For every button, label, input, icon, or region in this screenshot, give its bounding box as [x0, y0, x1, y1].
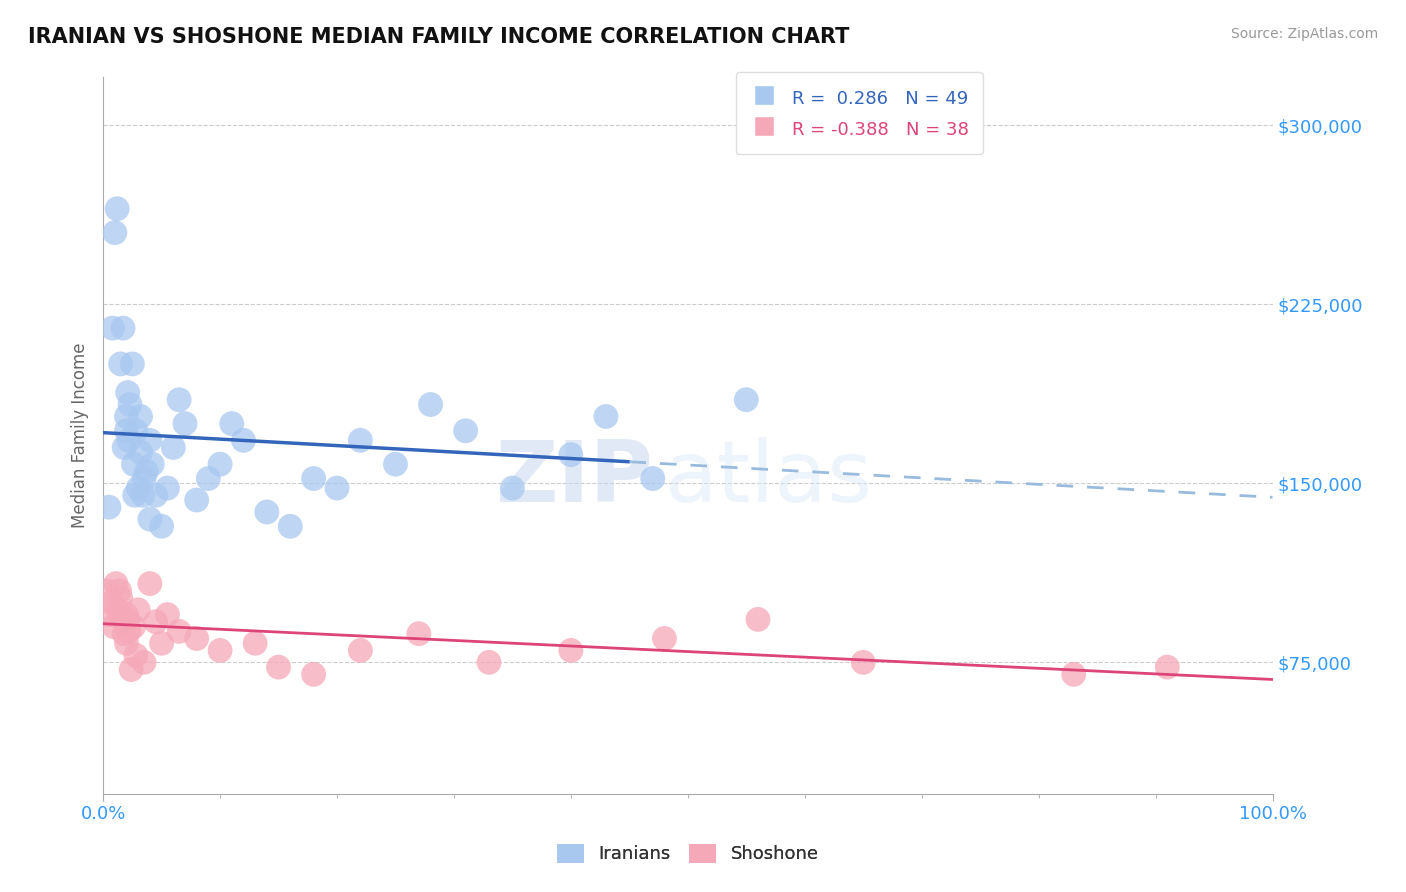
- Point: [145, 488, 167, 502]
- Point: [150, 636, 173, 650]
- Point: [408, 626, 430, 640]
- Point: [186, 493, 208, 508]
- Point: [115, 607, 138, 622]
- Point: [117, 612, 139, 626]
- Point: [111, 612, 134, 626]
- Point: [560, 643, 582, 657]
- Text: atlas: atlas: [665, 437, 873, 520]
- Point: [117, 385, 139, 400]
- Point: [302, 471, 325, 485]
- Point: [132, 488, 155, 502]
- Point: [302, 667, 325, 681]
- Point: [278, 519, 301, 533]
- Point: [478, 656, 501, 670]
- Point: [115, 409, 138, 424]
- Point: [167, 392, 190, 407]
- Point: [105, 202, 128, 216]
- Point: [560, 448, 582, 462]
- Point: [96, 583, 118, 598]
- Point: [349, 434, 371, 448]
- Point: [150, 519, 173, 533]
- Point: [111, 321, 134, 335]
- Point: [243, 636, 266, 650]
- Point: [326, 481, 349, 495]
- Text: IRANIAN VS SHOSHONE MEDIAN FAMILY INCOME CORRELATION CHART: IRANIAN VS SHOSHONE MEDIAN FAMILY INCOME…: [28, 27, 849, 46]
- Point: [145, 615, 167, 629]
- Point: [104, 226, 127, 240]
- Point: [209, 457, 232, 471]
- Point: [118, 434, 141, 448]
- Point: [735, 392, 758, 407]
- Point: [186, 632, 208, 646]
- Point: [221, 417, 243, 431]
- Point: [115, 424, 138, 438]
- Point: [127, 603, 149, 617]
- Text: Source: ZipAtlas.com: Source: ZipAtlas.com: [1230, 27, 1378, 41]
- Point: [129, 445, 152, 459]
- Point: [209, 643, 232, 657]
- Point: [110, 591, 132, 605]
- Point: [1063, 667, 1085, 681]
- Point: [419, 397, 441, 411]
- Point: [129, 409, 152, 424]
- Point: [747, 612, 769, 626]
- Point: [654, 632, 676, 646]
- Point: [156, 481, 179, 495]
- Point: [101, 321, 124, 335]
- Point: [1156, 660, 1178, 674]
- Text: ZIP: ZIP: [495, 437, 652, 520]
- Point: [852, 656, 875, 670]
- Point: [141, 457, 163, 471]
- Point: [118, 624, 141, 639]
- Point: [118, 397, 141, 411]
- Point: [139, 512, 162, 526]
- Point: [122, 457, 145, 471]
- Point: [132, 656, 155, 670]
- Point: [122, 619, 145, 633]
- Point: [120, 663, 142, 677]
- Point: [98, 607, 121, 622]
- Point: [139, 576, 162, 591]
- Point: [267, 660, 290, 674]
- Point: [127, 481, 149, 495]
- Point: [103, 619, 125, 633]
- Point: [256, 505, 278, 519]
- Point: [197, 471, 219, 485]
- Point: [104, 576, 127, 591]
- Point: [162, 441, 184, 455]
- Point: [107, 603, 129, 617]
- Point: [167, 624, 190, 639]
- Point: [121, 357, 143, 371]
- Point: [112, 626, 135, 640]
- Point: [174, 417, 197, 431]
- Point: [124, 488, 146, 502]
- Legend: Iranians, Shoshone: Iranians, Shoshone: [550, 837, 825, 871]
- Point: [125, 648, 148, 663]
- Point: [110, 357, 132, 371]
- Y-axis label: Median Family Income: Median Family Income: [72, 343, 89, 528]
- Point: [156, 607, 179, 622]
- Point: [454, 424, 477, 438]
- Point: [641, 471, 664, 485]
- Point: [112, 441, 135, 455]
- Point: [125, 424, 148, 438]
- Point: [384, 457, 406, 471]
- Point: [98, 500, 121, 515]
- Point: [132, 471, 155, 485]
- Point: [135, 464, 157, 478]
- Point: [349, 643, 371, 657]
- Point: [232, 434, 254, 448]
- Point: [100, 596, 122, 610]
- Point: [595, 409, 617, 424]
- Point: [108, 583, 131, 598]
- Point: [139, 434, 162, 448]
- Point: [501, 481, 523, 495]
- Point: [115, 636, 138, 650]
